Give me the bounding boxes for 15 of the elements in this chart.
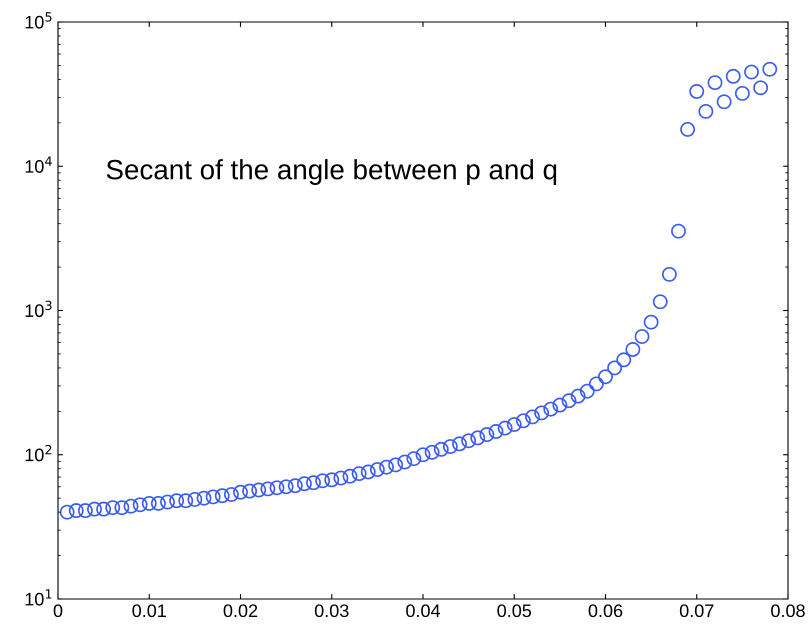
x-tick-label: 0.04: [406, 604, 440, 618]
x-tick-label: 0.03: [314, 604, 349, 618]
annotation: Secant of the angle between p and q: [106, 159, 556, 185]
x-tick-label: 0.07: [680, 604, 714, 618]
x-tick-label: 0.01: [132, 604, 166, 618]
y-tick-label: 10$^{4}$: [26, 156, 52, 173]
x-tick-label: 0.08: [771, 604, 805, 618]
x-tick-label: 0.05: [497, 604, 532, 618]
y-tick-label: 10$^{5}$: [26, 12, 52, 29]
x-tick-label: 0: [54, 604, 62, 618]
x-tick-label: 0.02: [224, 604, 258, 618]
y-tick-label: 10$^{2}$: [26, 444, 52, 462]
y-tick-label: 10$^{1}$: [26, 589, 52, 606]
x-tick-label: 0.06: [588, 604, 622, 618]
y-tick-label: 10$^{3}$: [26, 300, 52, 318]
